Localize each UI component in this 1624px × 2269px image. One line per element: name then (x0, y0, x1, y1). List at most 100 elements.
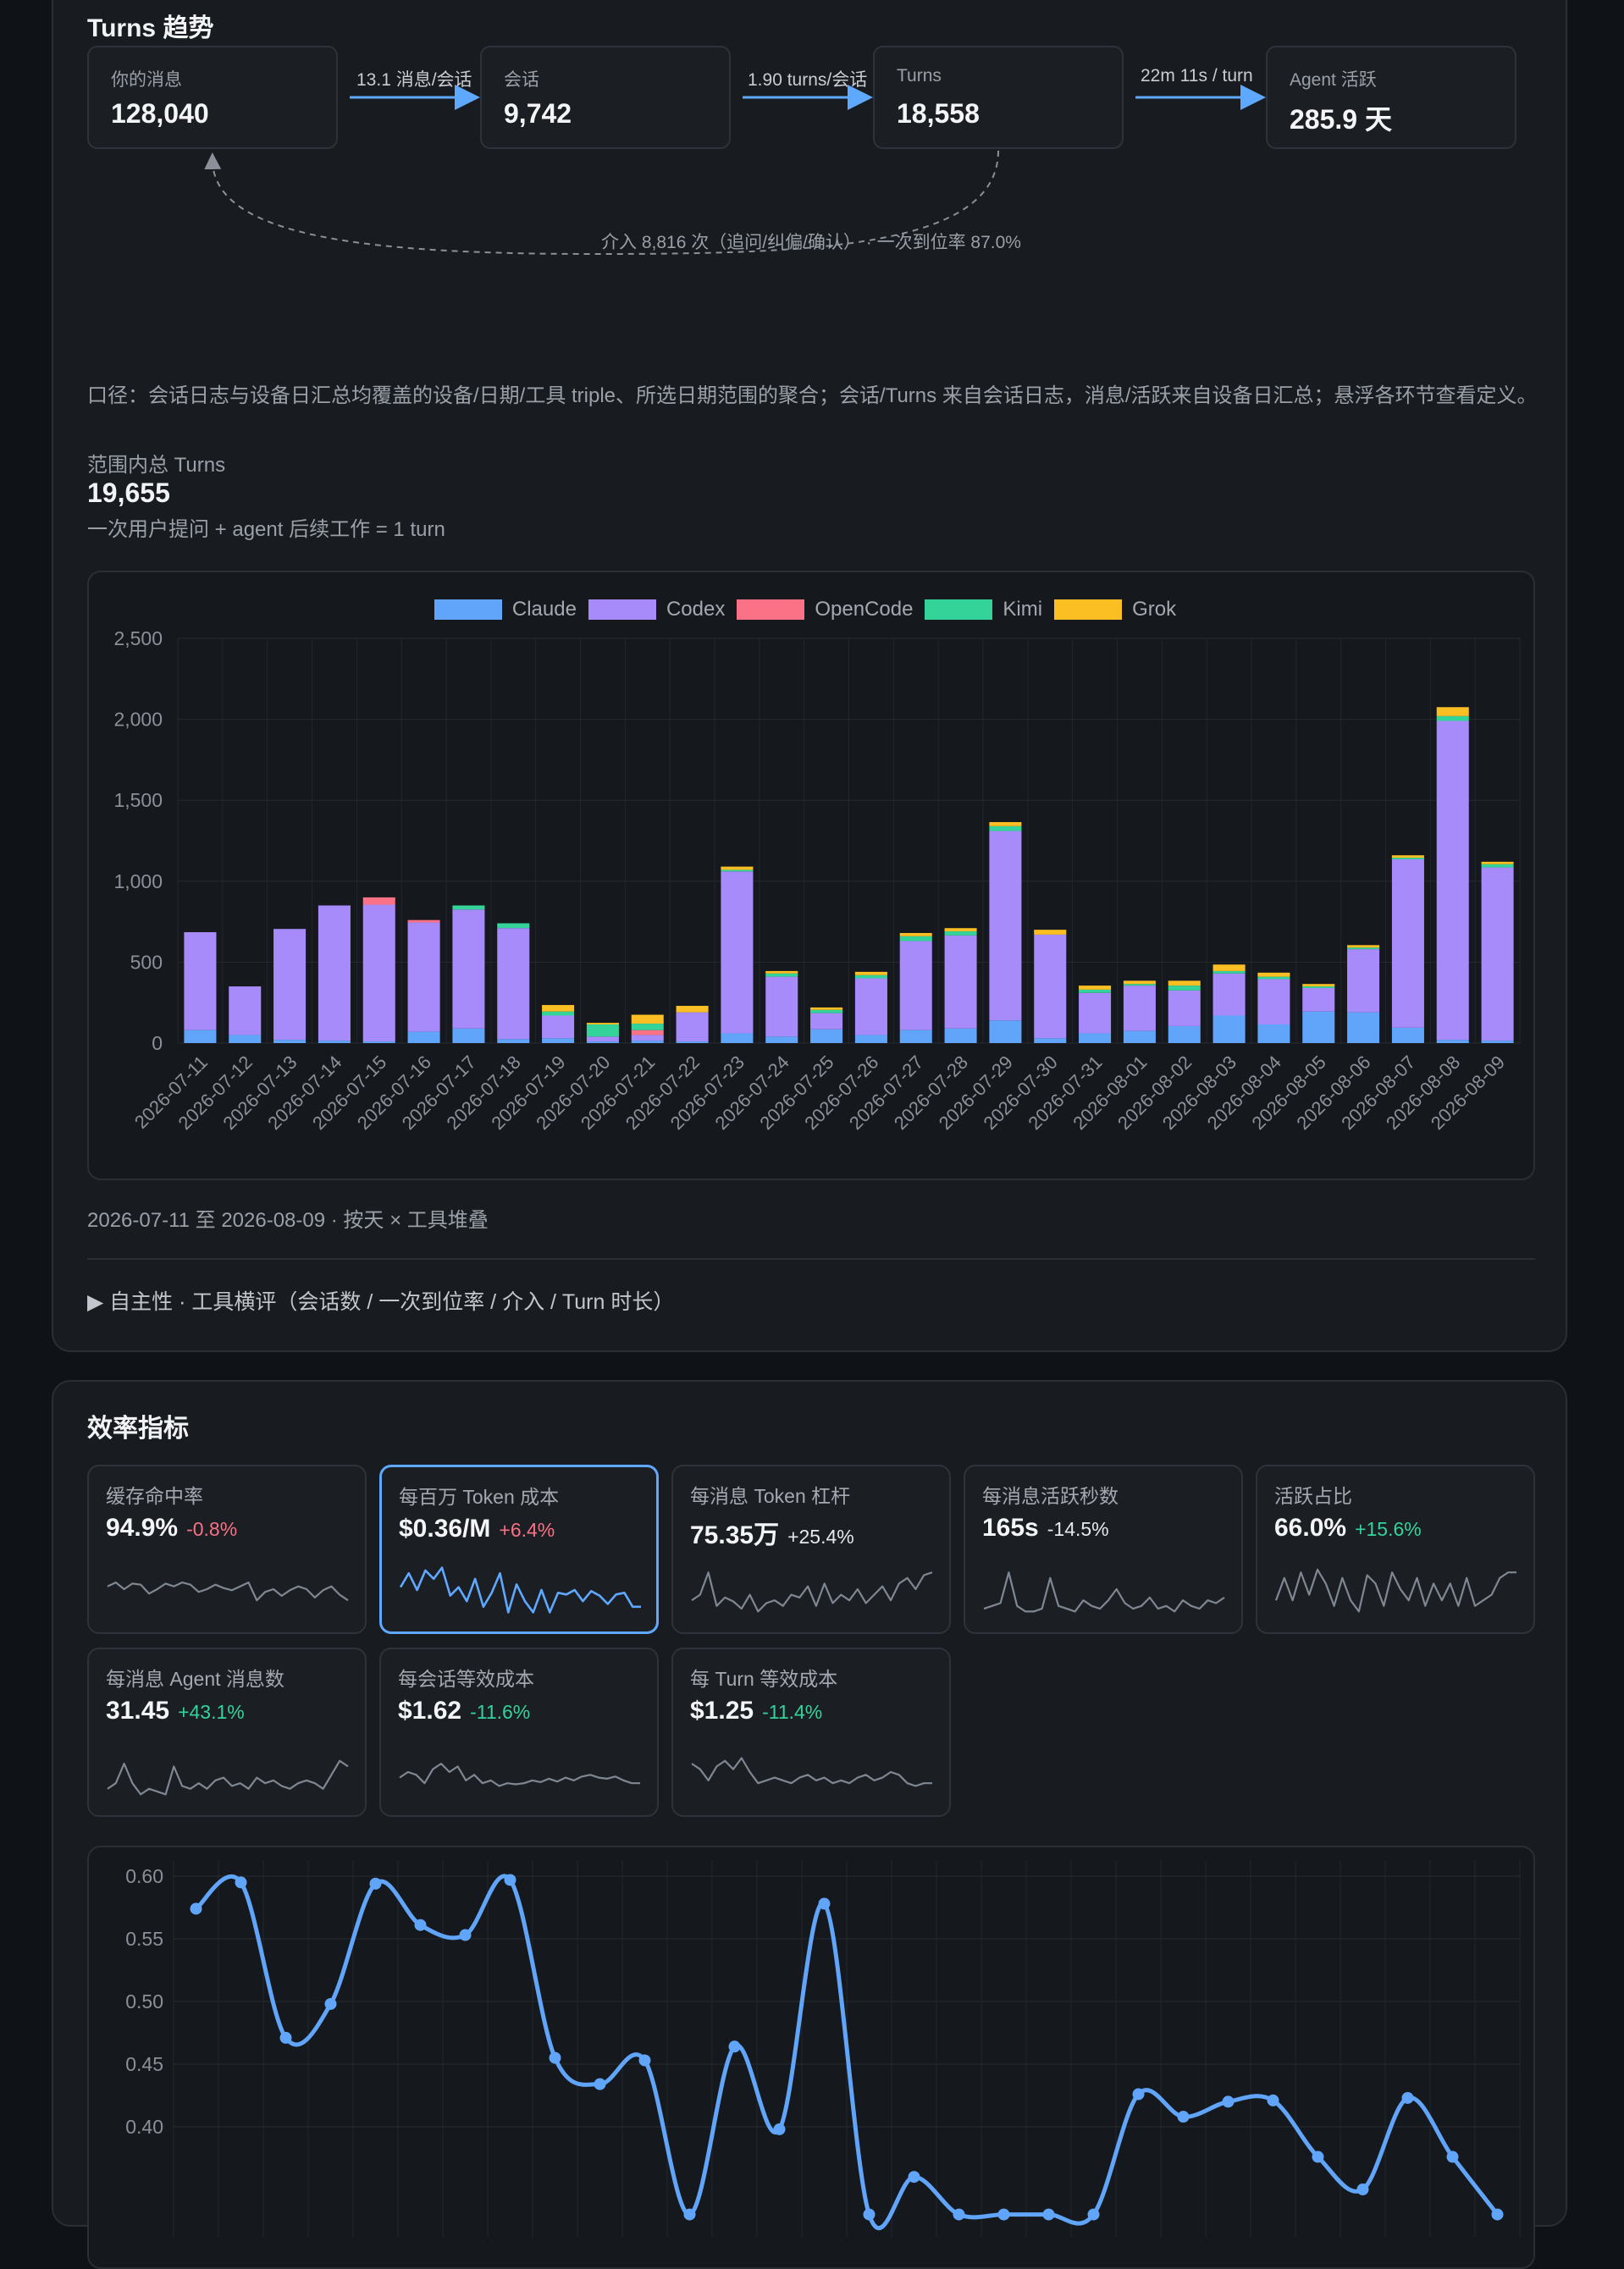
metric-card[interactable]: 每消息 Token 杠杆 75.35万 +25.4% (671, 1465, 951, 1634)
metric-value: 165s (982, 1514, 1039, 1542)
line-point (863, 2208, 876, 2221)
bar-segment-codex (1481, 867, 1514, 1041)
metric-value: $1.25 (690, 1697, 754, 1725)
metric-delta: +6.4% (499, 1519, 555, 1541)
flow-box-turns[interactable]: Turns 18,558 (873, 46, 1124, 149)
line-point (235, 1876, 247, 1889)
autonomy-details-toggle[interactable]: ▶ 自主性 · 工具横评（会话数 / 一次到位率 / 介入 / Turn 时长） (87, 1290, 675, 1314)
y-tick-label: 2,500 (113, 627, 163, 649)
bar-segment-claude (721, 1033, 754, 1043)
bar-segment-claude (631, 1041, 664, 1043)
bar-segment-codex (854, 978, 887, 1035)
bar-segment-kimi (586, 1024, 619, 1037)
metric-card[interactable]: 每消息 Agent 消息数 31.45 +43.1% (87, 1648, 367, 1817)
legend-label: Codex (666, 598, 726, 621)
flow-arrow-label: 22m 11s / turn (1141, 66, 1253, 86)
line-point (773, 2123, 786, 2135)
bar-segment-kimi (1481, 864, 1514, 868)
legend-item[interactable]: Grok (1054, 598, 1176, 621)
bar-segment-grok (586, 1023, 619, 1025)
metric-value: 66.0% (1274, 1514, 1347, 1542)
line-series-path (194, 1874, 1500, 2231)
metric-card[interactable]: 活跃占比 66.0% +15.6% (1256, 1465, 1535, 1634)
flow-arrows (204, 85, 1266, 256)
legend-item[interactable]: OpenCode (737, 598, 913, 621)
bar-segment-claude (1391, 1027, 1424, 1043)
metric-card[interactable]: 每消息活跃秒数 165s -14.5% (964, 1465, 1243, 1634)
metric-card[interactable]: 每 Turn 等效成本 $1.25 -11.4% (671, 1648, 951, 1817)
metric-card[interactable]: 缓存命中率 94.9% -0.8% (87, 1465, 367, 1634)
bar-segment-codex (899, 941, 932, 1030)
flow-value: 285.9 天 (1290, 104, 1392, 135)
flow-label: Agent 活跃 (1290, 70, 1377, 90)
metric-label: 每百万 Token 成本 (399, 1486, 560, 1508)
metric-label: 每消息 Agent 消息数 (106, 1668, 284, 1690)
bar-segment-codex (229, 986, 262, 1035)
bar-segment-codex (1168, 990, 1201, 1026)
flow-box-agent-active[interactable]: Agent 活跃 285.9 天 (1266, 46, 1516, 149)
bar-segment-opencode (631, 1030, 664, 1035)
legend-swatch (588, 599, 656, 620)
sparkline-path (107, 1759, 349, 1796)
sparkline-path (1274, 1568, 1516, 1613)
line-point (1491, 2208, 1504, 2221)
bar-segment-claude (1347, 1012, 1380, 1043)
line-point (908, 2171, 920, 2183)
sparkline-path (107, 1581, 349, 1602)
metric-sparkline (107, 1581, 349, 1602)
bar-segment-claude (229, 1035, 262, 1043)
legend-item[interactable]: Codex (588, 598, 725, 621)
line-point (279, 2031, 292, 2044)
flow-box-messages[interactable]: 你的消息 128,040 (87, 46, 338, 149)
sparkline-path (399, 1566, 641, 1614)
line-point (1042, 2208, 1055, 2221)
bar-segment-grok (1212, 964, 1246, 971)
flow-box-sessions[interactable]: 会话 9,742 (480, 46, 731, 149)
bar-segment-kimi (1391, 858, 1424, 859)
flow-value: 9,742 (504, 98, 572, 129)
line-point (459, 1929, 472, 1941)
metric-card[interactable]: 每百万 Token 成本 $0.36/M +6.4% (379, 1465, 659, 1634)
metric-delta: -14.5% (1047, 1518, 1109, 1540)
bar-segment-opencode (362, 897, 395, 905)
bar-segment-kimi (989, 825, 1022, 831)
bar-segment-grok (676, 1006, 709, 1013)
bar-segment-grok (1302, 984, 1335, 987)
metric-label: 每 Turn 等效成本 (690, 1668, 838, 1690)
bar-segment-codex (810, 1013, 843, 1030)
bar-segment-grok (542, 1005, 575, 1012)
bar-segment-kimi (1079, 989, 1112, 993)
legend-item[interactable]: Kimi (925, 598, 1042, 621)
y-tick-label: 1,500 (113, 789, 163, 811)
total-value: 19,655 (87, 478, 170, 508)
bar-segment-claude (1302, 1011, 1335, 1043)
turns-stacked-bar-chart: Claude Codex OpenCode Kimi Grok 0 500 1,000 1,5… (87, 571, 1535, 1180)
legend-item[interactable]: Claude (434, 598, 577, 621)
bar-segment-grok (721, 866, 754, 870)
bar-segment-claude (318, 1041, 351, 1043)
bar-segment-claude (273, 1040, 307, 1043)
metric-card[interactable]: 每会话等效成本 $1.62 -11.6% (379, 1648, 659, 1817)
bar-segment-codex (944, 935, 977, 1029)
bar-segment-codex (184, 932, 217, 1030)
bar-segment-grok (1168, 980, 1201, 986)
panel-title: 效率指标 (87, 1415, 189, 1443)
y-tick-label: 0.45 (125, 2053, 163, 2075)
bar-segment-claude (1079, 1033, 1112, 1043)
bar-segment-codex (318, 905, 351, 1041)
legend-swatch (1054, 599, 1123, 620)
bar-segment-codex (1123, 985, 1156, 1031)
metric-sparkline (983, 1571, 1225, 1613)
bar-segment-opencode (407, 919, 440, 923)
total-label: 范围内总 Turns (87, 454, 226, 477)
bar-segment-kimi (854, 974, 887, 979)
chart-legend: Claude Codex OpenCode Kimi Grok (89, 598, 1533, 624)
y-tick-label: 0.60 (125, 1865, 163, 1887)
bar-segment-codex (273, 929, 307, 1041)
bar-segment-codex (1257, 979, 1290, 1025)
line-point (549, 2051, 561, 2064)
metric-value: 94.9% (106, 1514, 179, 1542)
bar-segment-claude (989, 1020, 1022, 1043)
line-point (414, 1918, 427, 1931)
bar-segment-claude (1123, 1030, 1156, 1043)
